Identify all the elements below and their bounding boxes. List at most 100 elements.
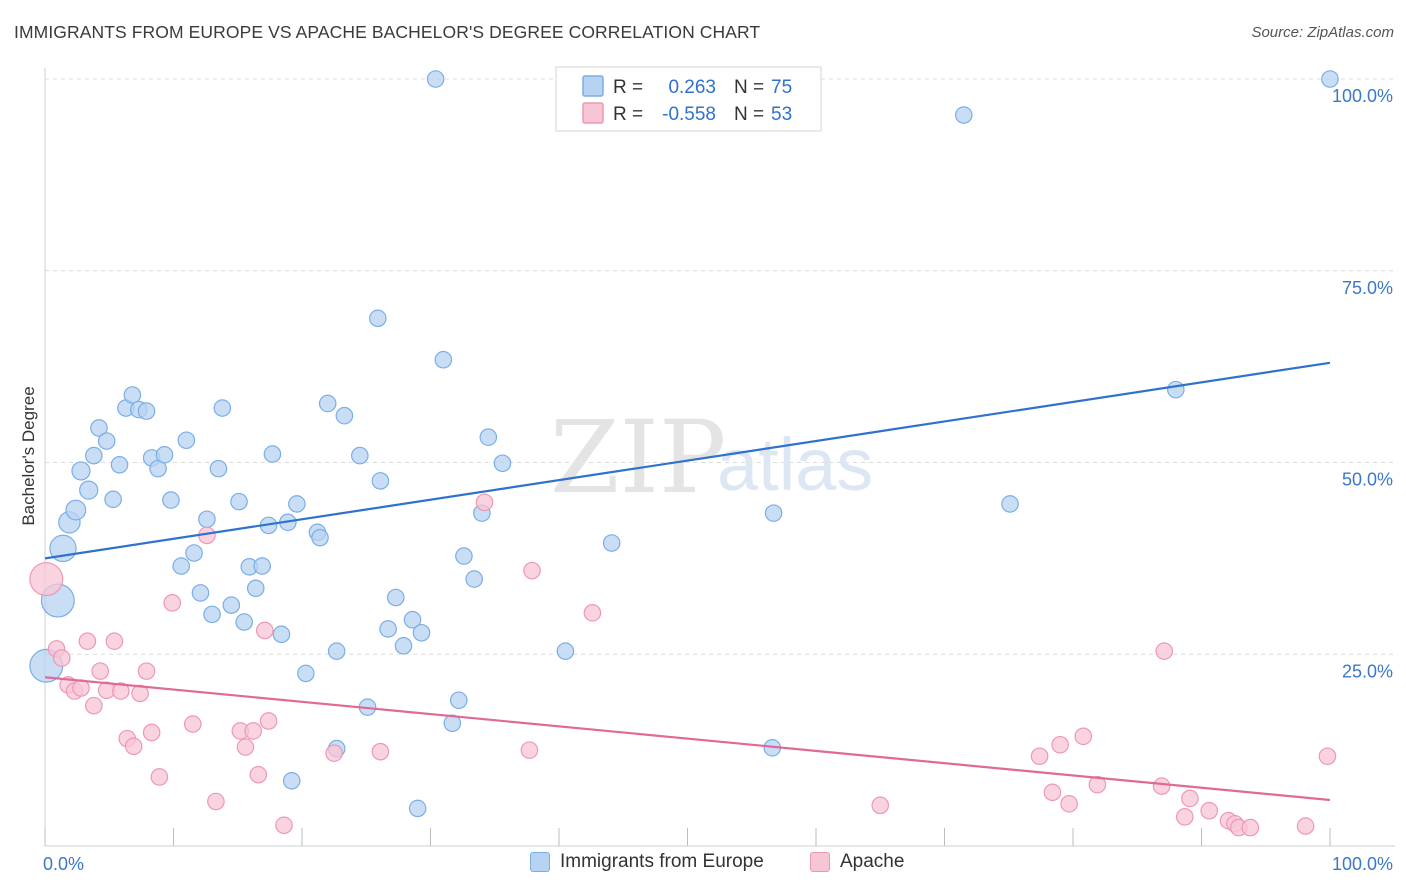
immigrants-point-70[interactable] <box>764 504 783 522</box>
immigrants-point-57[interactable] <box>412 623 431 642</box>
apache-point-37[interactable] <box>1030 747 1049 766</box>
apache-point-32[interactable] <box>475 493 494 512</box>
immigrants-point-37[interactable] <box>272 625 291 644</box>
immigrants-point-67[interactable] <box>556 642 575 660</box>
legend-item-apache[interactable]: Apache <box>810 851 904 873</box>
apache-point-43[interactable] <box>1152 777 1171 795</box>
apache-point-26[interactable] <box>249 765 268 784</box>
apache-point-47[interactable] <box>1200 801 1219 820</box>
immigrants-point-61[interactable] <box>449 691 468 710</box>
immigrants-point-43[interactable] <box>311 528 329 547</box>
apache-point-24[interactable] <box>236 738 255 756</box>
immigrants-point-27[interactable] <box>209 459 228 478</box>
apache-point-36[interactable] <box>871 796 890 815</box>
apache-point-33[interactable] <box>520 741 539 759</box>
immigrants-point-5[interactable] <box>65 499 87 521</box>
immigrants-point-44[interactable] <box>318 394 337 413</box>
apache-point-22[interactable] <box>207 792 225 811</box>
immigrants-point-55[interactable] <box>403 610 422 629</box>
immigrants-point-66[interactable] <box>493 454 512 473</box>
apache-point-53[interactable] <box>1318 747 1337 766</box>
immigrants-point-26[interactable] <box>203 605 221 624</box>
apache-point-45[interactable] <box>1175 808 1194 826</box>
immigrants-point-74[interactable] <box>1321 70 1339 88</box>
immigrants-point-16[interactable] <box>137 402 156 420</box>
apache-point-34[interactable] <box>523 561 541 580</box>
apache-point-17[interactable] <box>142 723 161 742</box>
immigrants-point-40[interactable] <box>288 495 306 513</box>
immigrants-point-56[interactable] <box>408 799 427 818</box>
immigrants-point-31[interactable] <box>235 613 253 631</box>
immigrants-point-33[interactable] <box>246 579 265 598</box>
apache-point-38[interactable] <box>1043 783 1062 802</box>
apache-point-28[interactable] <box>259 712 278 730</box>
immigrants-point-62[interactable] <box>455 547 473 565</box>
immigrants-point-7[interactable] <box>79 480 99 500</box>
immigrants-point-63[interactable] <box>465 570 483 588</box>
apache-point-8[interactable] <box>85 696 103 715</box>
apache-point-18[interactable] <box>150 768 169 786</box>
apache-point-46[interactable] <box>1181 789 1199 808</box>
immigrants-point-52[interactable] <box>379 620 397 638</box>
immigrants-point-20[interactable] <box>162 491 180 509</box>
apache-point-20[interactable] <box>183 715 202 733</box>
apache-point-40[interactable] <box>1060 795 1078 813</box>
immigrants-point-71[interactable] <box>954 106 973 124</box>
immigrants-point-54[interactable] <box>394 637 413 655</box>
apache-point-31[interactable] <box>371 742 390 761</box>
immigrants-point-25[interactable] <box>198 510 216 529</box>
immigrants-point-48[interactable] <box>351 446 369 465</box>
immigrants-point-22[interactable] <box>177 431 196 450</box>
immigrants-point-47[interactable] <box>335 406 354 425</box>
apache-point-19[interactable] <box>163 594 182 612</box>
immigrants-point-65[interactable] <box>479 428 498 446</box>
immigrants-point-45[interactable] <box>327 642 346 660</box>
immigrants-point-23[interactable] <box>185 544 203 562</box>
apache-point-25[interactable] <box>244 722 262 740</box>
apache-point-52[interactable] <box>1296 817 1315 835</box>
apache-point-12[interactable] <box>112 682 130 700</box>
apache-point-1[interactable] <box>29 562 64 597</box>
immigrants-point-51[interactable] <box>371 472 390 490</box>
immigrants-point-36[interactable] <box>263 445 282 463</box>
immigrants-point-6[interactable] <box>71 461 91 481</box>
apache-point-27[interactable] <box>255 621 274 640</box>
immigrants-point-68[interactable] <box>602 534 621 552</box>
immigrants-point-39[interactable] <box>282 772 301 790</box>
apache-point-9[interactable] <box>91 662 110 680</box>
immigrants-point-34[interactable] <box>253 557 271 575</box>
apache-point-44[interactable] <box>1155 642 1174 660</box>
immigrants-point-72[interactable] <box>1001 495 1019 513</box>
immigrants-point-12[interactable] <box>110 456 129 474</box>
apache-point-3[interactable] <box>52 649 71 667</box>
immigrants-point-59[interactable] <box>434 350 453 369</box>
immigrants-point-10[interactable] <box>97 432 116 450</box>
immigrants-point-9[interactable] <box>90 419 108 437</box>
immigrants-point-58[interactable] <box>426 70 445 88</box>
apache-point-16[interactable] <box>137 662 156 680</box>
immigrants-point-11[interactable] <box>104 490 122 509</box>
immigrants-point-41[interactable] <box>297 664 315 683</box>
immigrants-point-30[interactable] <box>230 492 248 511</box>
apache-point-42[interactable] <box>1088 775 1107 794</box>
immigrants-point-24[interactable] <box>191 584 210 602</box>
immigrants-point-29[interactable] <box>222 596 241 614</box>
apache-point-11[interactable] <box>105 632 124 651</box>
apache-point-35[interactable] <box>583 604 602 622</box>
immigrants-point-19[interactable] <box>155 446 174 464</box>
immigrants-point-14[interactable] <box>123 386 142 404</box>
apache-point-41[interactable] <box>1074 727 1093 746</box>
apache-point-51[interactable] <box>1241 818 1260 837</box>
immigrants-point-53[interactable] <box>387 588 405 607</box>
immigrants-point-50[interactable] <box>369 309 387 328</box>
apache-point-29[interactable] <box>275 816 293 835</box>
immigrants-point-28[interactable] <box>213 399 232 417</box>
apache-point-15[interactable] <box>131 684 149 703</box>
apache-point-14[interactable] <box>124 737 143 756</box>
immigrants-point-8[interactable] <box>85 446 103 465</box>
immigrants-point-73[interactable] <box>1167 380 1185 399</box>
immigrants-point-21[interactable] <box>172 557 191 575</box>
apache-point-39[interactable] <box>1051 735 1069 754</box>
legend-item-immigrants-from-europe[interactable]: Immigrants from Europe <box>530 851 764 873</box>
apache-point-30[interactable] <box>325 744 343 762</box>
